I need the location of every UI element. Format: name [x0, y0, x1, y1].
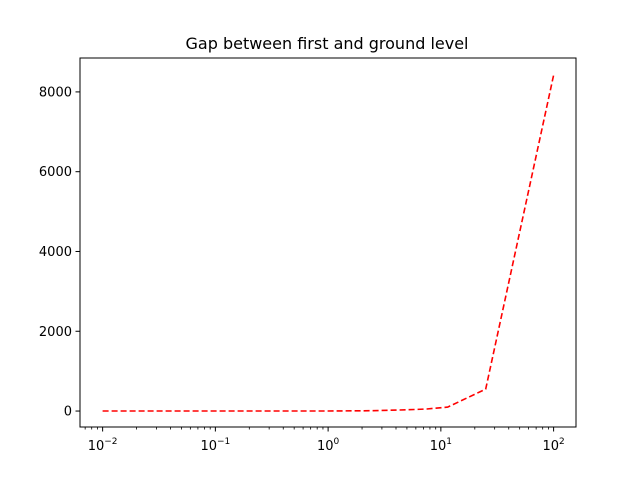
y-tick-label-0: 0: [64, 405, 72, 420]
x-tick-label-exponent: 1: [446, 437, 452, 447]
series-line-0: [102, 75, 555, 412]
y-tick-label-3: 6000: [39, 165, 72, 180]
axes-frame: [79, 57, 577, 428]
chart-title: Gap between first and ground level: [186, 34, 469, 53]
x-tick-label-base: 10: [542, 439, 559, 454]
x-tick-label-exponent: 2: [559, 437, 565, 447]
x-tick-label-exponent: 0: [334, 437, 340, 447]
x-tick-label-3: 101: [430, 437, 452, 454]
x-tick-label-base: 10: [200, 439, 217, 454]
y-tick-label-4: 8000: [39, 85, 72, 100]
x-tick-label-exponent: −2: [104, 437, 117, 447]
x-tick-label-4: 102: [542, 437, 564, 454]
x-tick-label-base: 10: [430, 439, 447, 454]
x-tick-label-base: 10: [88, 439, 105, 454]
y-tick-label-2: 4000: [39, 245, 72, 260]
x-tick-label-2: 100: [317, 437, 340, 454]
y-tick-label-1: 2000: [39, 325, 72, 340]
x-tick-label-1: 10−1: [200, 437, 230, 454]
x-tick-label-exponent: −1: [217, 437, 230, 447]
x-tick-label-base: 10: [317, 439, 334, 454]
x-tick-label-0: 10−2: [88, 437, 118, 454]
